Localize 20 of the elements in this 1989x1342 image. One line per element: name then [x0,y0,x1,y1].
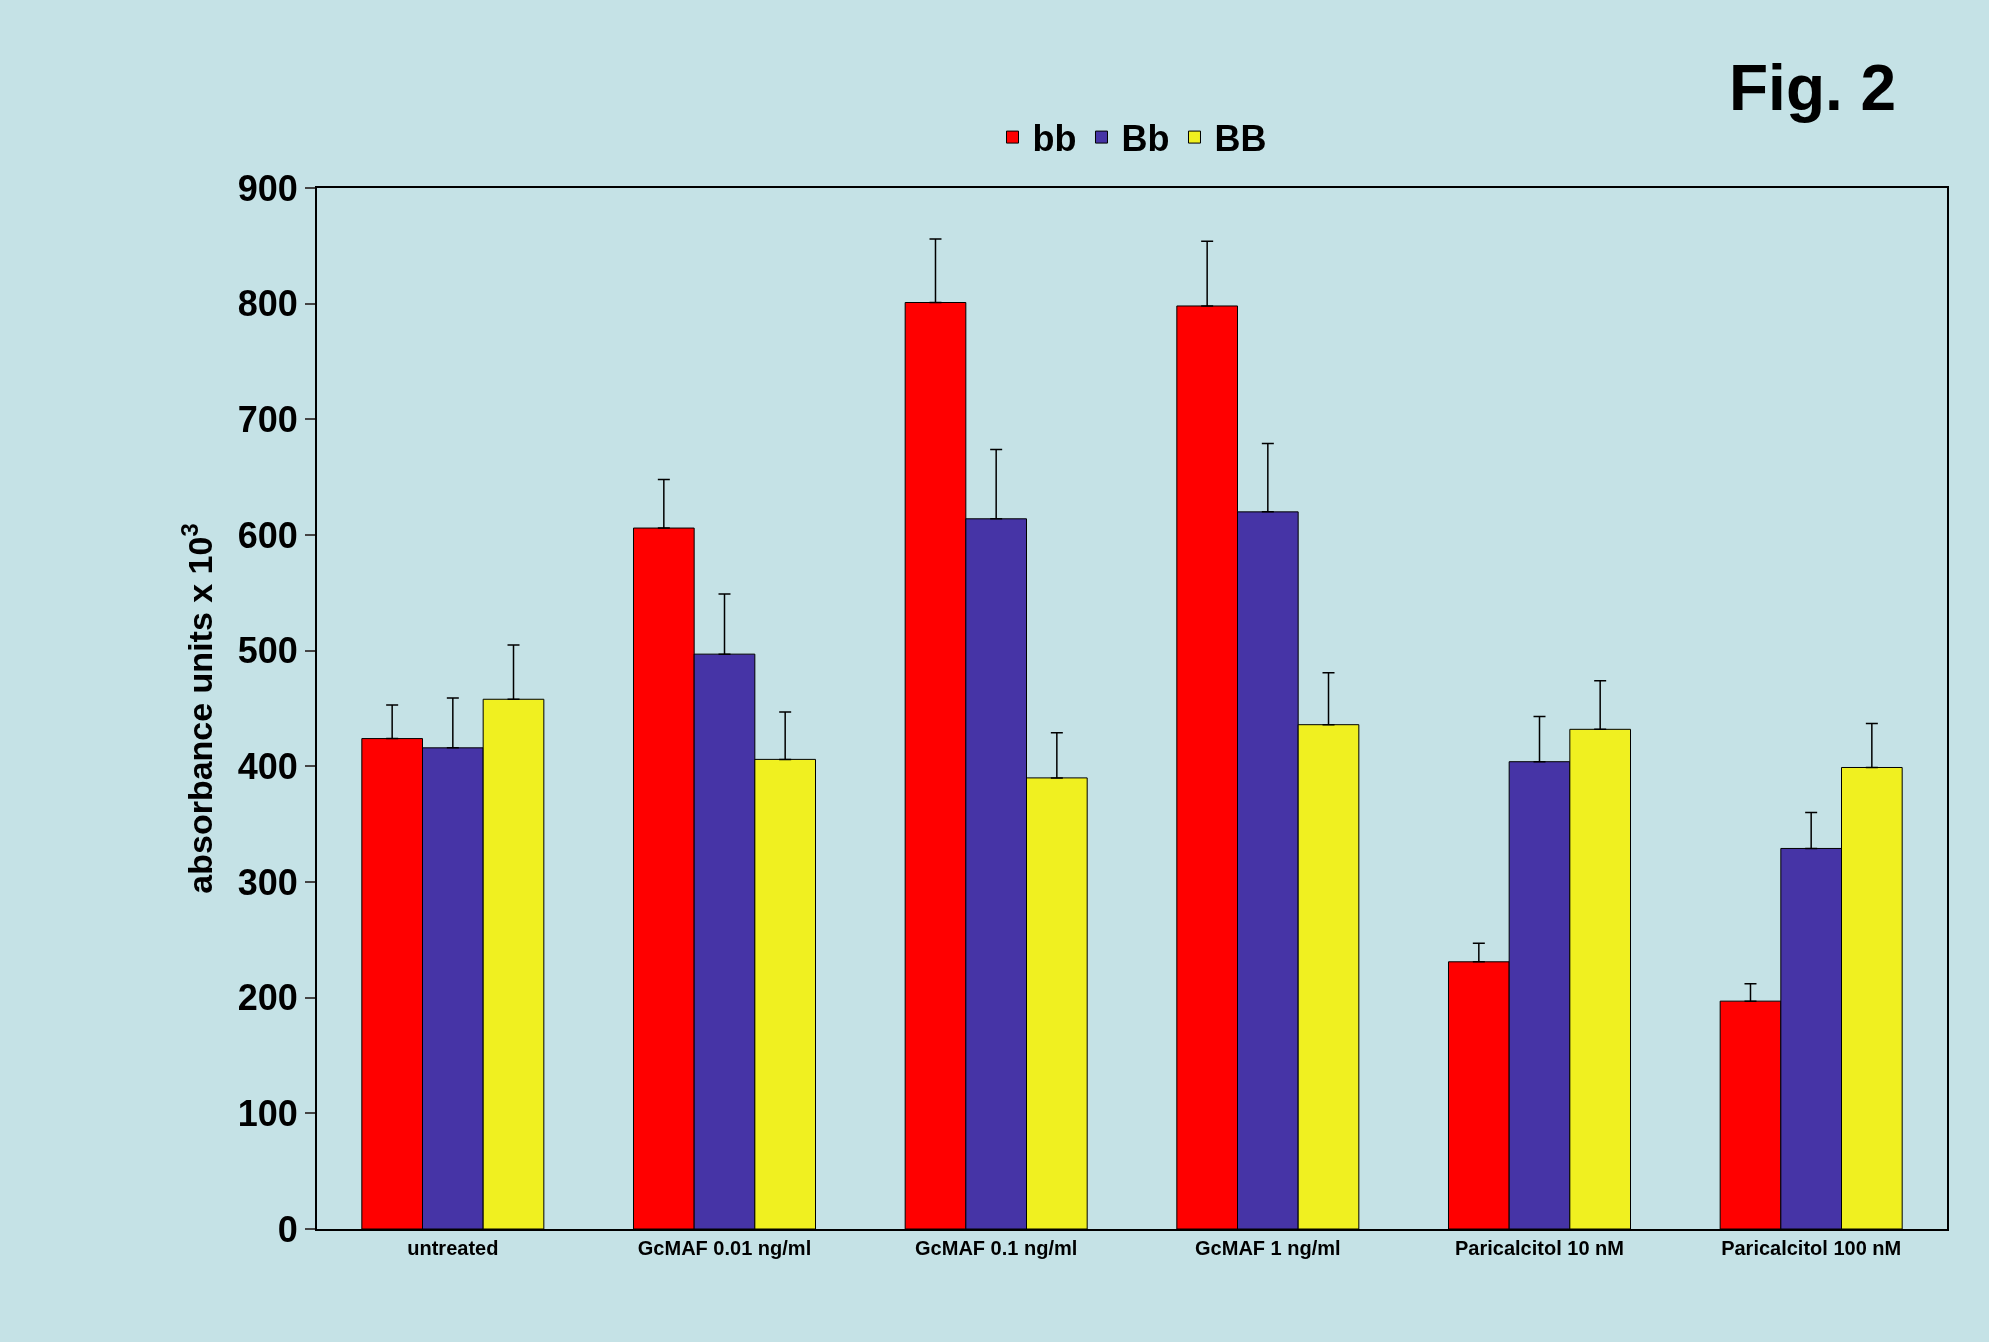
x-tick-label: untreated [407,1237,499,1259]
x-tick-label: Paricalcitol 100 nM [1721,1237,1902,1259]
caption: Fig. 2 [1729,52,1897,124]
y-tick-label: 900 [237,167,298,209]
y-tick-label: 300 [237,861,298,903]
legend-label: BB [1214,118,1267,160]
y-tick-label: 200 [237,977,298,1019]
x-tick-label: GcMAF 0.01 ng/ml [637,1237,812,1259]
y-tick-label: 400 [237,745,298,787]
y-tick-label: 100 [237,1092,298,1134]
legend-label: Bb [1121,118,1170,160]
y-tick-label: 0 [277,1208,298,1250]
y-tick-label: 700 [237,398,298,440]
x-tick-label: GcMAF 1 ng/ml [1195,1237,1341,1259]
y-tick-label: 500 [237,630,298,672]
legend-label: bb [1032,118,1077,160]
y-tick-label: 800 [237,283,298,325]
x-tick-label: GcMAF 0.1 ng/ml [915,1237,1078,1259]
y-tick-label: 600 [237,514,298,556]
x-tick-label: Paricalcitol 10 nM [1455,1237,1624,1259]
